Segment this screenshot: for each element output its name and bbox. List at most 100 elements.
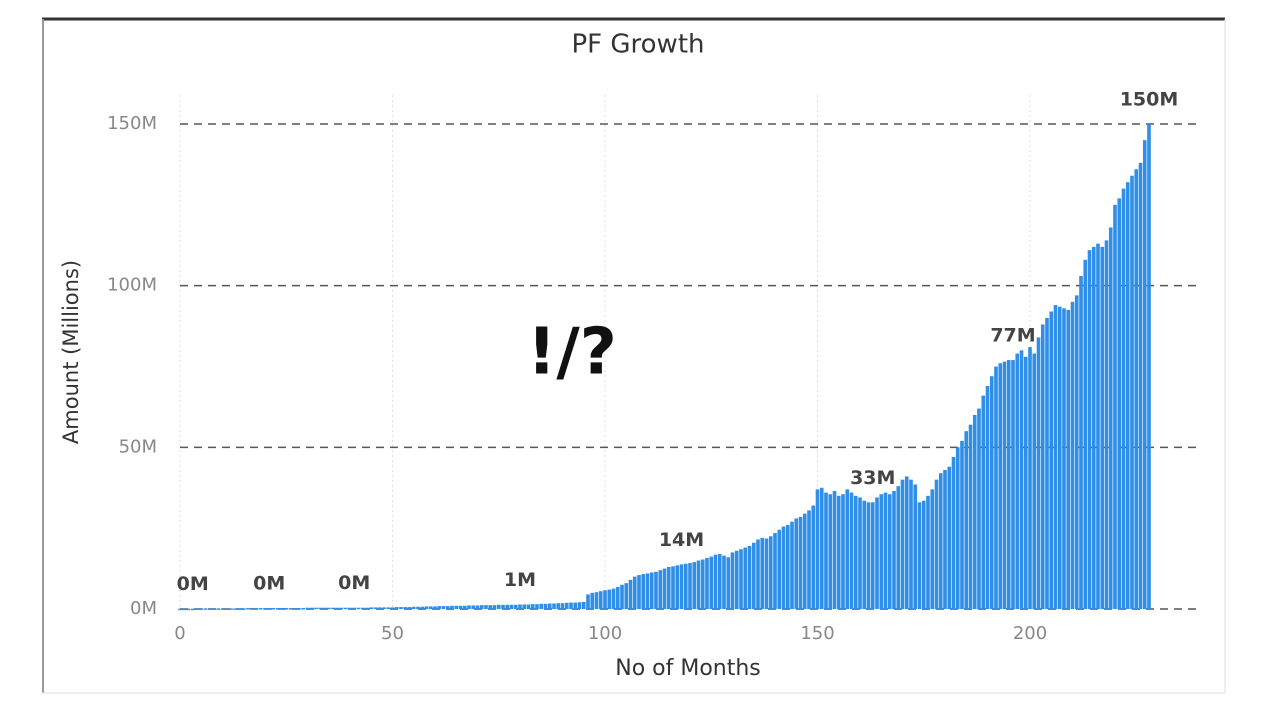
bar — [1100, 246, 1105, 609]
bar — [1011, 360, 1015, 609]
bar — [709, 556, 714, 609]
bar — [760, 537, 765, 609]
bar — [1006, 360, 1011, 609]
bar — [756, 539, 760, 609]
bar — [615, 587, 620, 609]
bar — [1087, 250, 1092, 609]
bar — [1134, 169, 1139, 609]
bar — [1057, 306, 1062, 609]
bar — [471, 605, 476, 609]
bar — [1015, 353, 1020, 609]
bar — [547, 603, 552, 609]
bar — [377, 607, 382, 609]
bar — [1147, 124, 1151, 609]
bar — [751, 542, 756, 609]
bar — [688, 563, 692, 609]
bar — [649, 572, 654, 609]
bar — [492, 605, 497, 609]
bar — [641, 574, 646, 609]
bar — [195, 608, 199, 610]
bar — [297, 608, 301, 610]
bar — [535, 604, 539, 609]
bar — [637, 575, 641, 609]
bar — [807, 510, 811, 609]
bar — [930, 489, 935, 609]
bar — [904, 476, 909, 609]
bar — [411, 606, 416, 609]
bar — [292, 608, 297, 610]
bar — [496, 604, 501, 609]
data-label: 0M — [253, 573, 285, 595]
bar — [696, 560, 701, 609]
bar — [879, 494, 884, 609]
bar — [326, 607, 331, 610]
bar — [747, 545, 752, 609]
bar — [250, 608, 255, 610]
bar — [1108, 227, 1113, 609]
bar — [1083, 259, 1088, 609]
y-tick-label: 0M — [130, 598, 157, 619]
annotation: !/? — [527, 316, 617, 390]
bar — [700, 559, 705, 609]
bar — [705, 557, 709, 609]
bar — [1019, 350, 1024, 609]
bar — [199, 608, 204, 610]
bar — [968, 424, 973, 609]
bar — [938, 473, 943, 609]
bar — [764, 538, 769, 609]
data-label: 33M — [850, 467, 895, 489]
bar — [394, 607, 399, 609]
bar — [416, 606, 420, 609]
bar — [301, 608, 306, 610]
bar — [985, 385, 990, 609]
bar — [331, 607, 335, 610]
bar — [883, 492, 888, 609]
bar — [437, 606, 442, 609]
bar — [441, 606, 446, 609]
x-tick-label: 150 — [800, 623, 834, 644]
bar — [190, 608, 195, 611]
bar — [611, 588, 616, 609]
bar — [811, 505, 816, 609]
bar — [819, 487, 824, 609]
data-label: 150M — [1120, 89, 1179, 111]
bar — [1053, 305, 1058, 609]
bar — [692, 562, 697, 609]
bar — [569, 602, 573, 609]
bar — [241, 608, 246, 610]
bar — [726, 557, 731, 609]
bar — [263, 608, 267, 610]
bar — [467, 605, 471, 609]
bar — [777, 529, 782, 609]
bar — [475, 605, 480, 609]
bar — [896, 486, 901, 609]
data-label: 14M — [659, 529, 704, 551]
bar — [178, 608, 182, 611]
bar — [488, 605, 493, 609]
bar — [1023, 356, 1028, 609]
bar — [666, 566, 671, 609]
bar — [900, 479, 905, 609]
bar — [739, 549, 743, 609]
bar — [462, 605, 467, 609]
bar — [909, 479, 913, 609]
bar — [794, 518, 799, 609]
bar — [509, 604, 514, 609]
bar — [683, 563, 688, 609]
bar — [424, 606, 429, 609]
bar — [926, 495, 930, 609]
bar — [237, 608, 242, 610]
bar — [343, 607, 348, 610]
bar — [530, 604, 535, 609]
bar — [577, 602, 582, 609]
bar — [267, 608, 272, 610]
bar — [913, 484, 918, 609]
bar — [892, 490, 896, 609]
bar — [1117, 198, 1122, 609]
bar — [258, 608, 263, 610]
bar — [1028, 347, 1032, 609]
bar — [182, 608, 187, 611]
bar — [271, 608, 276, 610]
bar — [203, 608, 208, 610]
